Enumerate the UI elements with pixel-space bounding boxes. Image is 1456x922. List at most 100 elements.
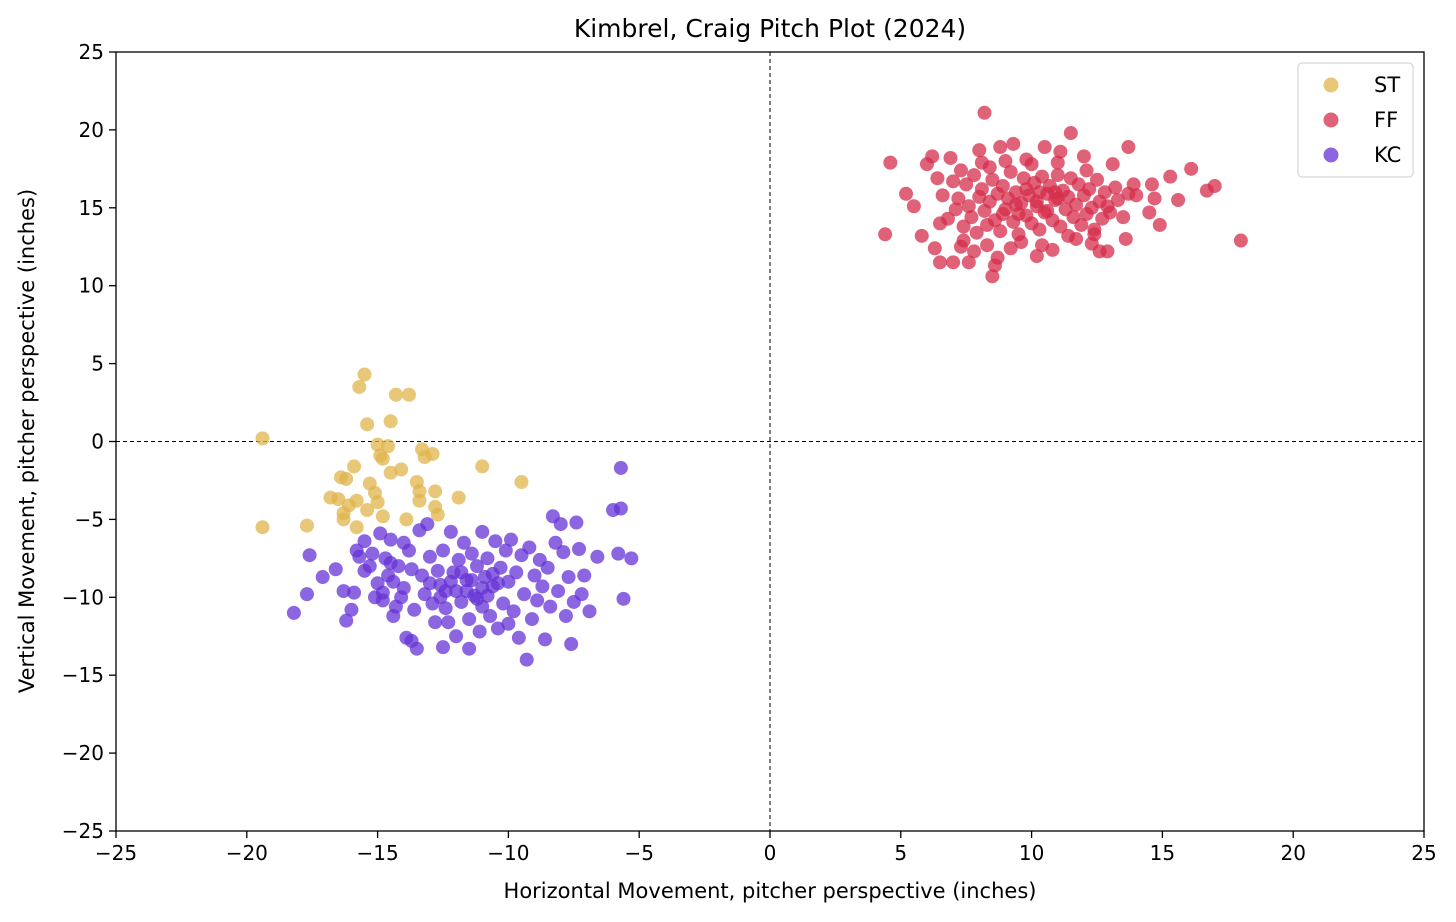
data-point	[428, 615, 443, 630]
x-tick-label: −10	[487, 841, 529, 865]
data-point	[498, 543, 513, 558]
data-point	[328, 562, 343, 577]
data-point	[967, 168, 982, 183]
legend-marker-st	[1323, 77, 1339, 93]
data-point	[1207, 178, 1222, 193]
data-point	[501, 616, 516, 631]
data-point	[339, 613, 354, 628]
data-point	[464, 573, 479, 588]
data-point	[352, 379, 367, 394]
data-point	[357, 534, 372, 549]
data-point	[538, 632, 553, 647]
data-point	[436, 640, 450, 655]
data-point	[480, 551, 495, 566]
y-axis-ticks: −25 −20 −15 −10 −5 0 5 10 15 20 25	[62, 40, 116, 843]
data-point	[524, 612, 539, 627]
data-point	[470, 559, 485, 574]
data-point	[430, 563, 445, 578]
data-point	[451, 552, 466, 567]
data-point	[1032, 222, 1047, 237]
x-tick-label: −25	[95, 841, 137, 865]
data-point	[611, 546, 626, 561]
data-point	[1024, 157, 1039, 172]
data-point	[454, 594, 469, 609]
data-point	[613, 501, 628, 516]
data-point	[1097, 185, 1112, 200]
legend: ST FF KC	[1297, 62, 1414, 178]
data-point	[255, 431, 270, 446]
data-point	[1121, 140, 1136, 155]
data-point	[1152, 217, 1167, 232]
data-point	[430, 507, 445, 522]
data-point	[519, 652, 534, 667]
data-point	[985, 269, 1000, 284]
data-point	[1048, 185, 1063, 200]
data-point	[558, 608, 573, 623]
data-point	[899, 186, 914, 201]
data-point	[564, 637, 579, 652]
data-point	[386, 574, 401, 589]
data-point	[1053, 219, 1068, 234]
data-point	[399, 512, 414, 527]
data-point	[1108, 180, 1123, 195]
data-point	[451, 490, 466, 505]
data-point	[441, 615, 456, 630]
data-point	[1142, 205, 1157, 220]
data-point	[878, 227, 893, 242]
data-point	[475, 459, 490, 474]
data-point	[315, 570, 330, 585]
data-point	[365, 546, 380, 561]
data-point	[454, 565, 469, 580]
data-point	[1053, 144, 1068, 159]
data-point	[980, 238, 995, 253]
data-point	[1076, 149, 1091, 164]
x-tick-label: 25	[1411, 841, 1436, 865]
data-point	[373, 526, 388, 541]
data-point	[998, 154, 1013, 169]
data-point	[344, 602, 359, 617]
data-point	[1040, 203, 1055, 218]
data-point	[574, 587, 589, 602]
data-point	[953, 163, 968, 178]
data-point	[407, 602, 422, 617]
data-point	[357, 367, 372, 382]
data-point	[946, 174, 961, 189]
data-point	[969, 225, 984, 240]
y-tick-label: −20	[62, 741, 104, 765]
data-point	[490, 621, 505, 636]
data-point	[370, 495, 385, 510]
data-point	[509, 565, 524, 580]
data-point	[956, 233, 971, 248]
x-axis-ticks: −25 −20 −15 −10 −5 0 5 10 15 20 25	[95, 831, 1437, 865]
series-st	[255, 367, 529, 535]
data-point	[1110, 193, 1125, 208]
data-point	[396, 580, 411, 595]
data-point	[383, 414, 398, 429]
data-point	[1014, 235, 1029, 250]
data-point	[501, 574, 516, 589]
x-tick-label: 20	[1280, 841, 1305, 865]
data-point	[336, 584, 351, 599]
legend-marker-ff	[1323, 112, 1339, 128]
y-axis-label: Vertical Movement, pitcher perspective (…	[15, 189, 39, 693]
data-point	[1147, 191, 1162, 206]
data-point	[990, 250, 1005, 265]
data-point	[1016, 171, 1031, 186]
data-point	[553, 517, 568, 532]
data-point	[420, 517, 435, 532]
data-point	[488, 534, 503, 549]
data-point	[375, 593, 390, 608]
series-ff	[878, 105, 1248, 284]
data-point	[993, 224, 1008, 239]
data-point	[1184, 161, 1199, 176]
data-point	[302, 548, 317, 563]
y-tick-label: −25	[62, 819, 104, 843]
data-point	[517, 587, 532, 602]
data-point	[422, 576, 437, 591]
data-point	[472, 624, 487, 639]
data-point	[930, 171, 945, 186]
data-point	[1118, 231, 1133, 246]
data-point	[972, 143, 987, 158]
x-tick-label: 5	[894, 841, 907, 865]
data-point	[1019, 182, 1034, 197]
